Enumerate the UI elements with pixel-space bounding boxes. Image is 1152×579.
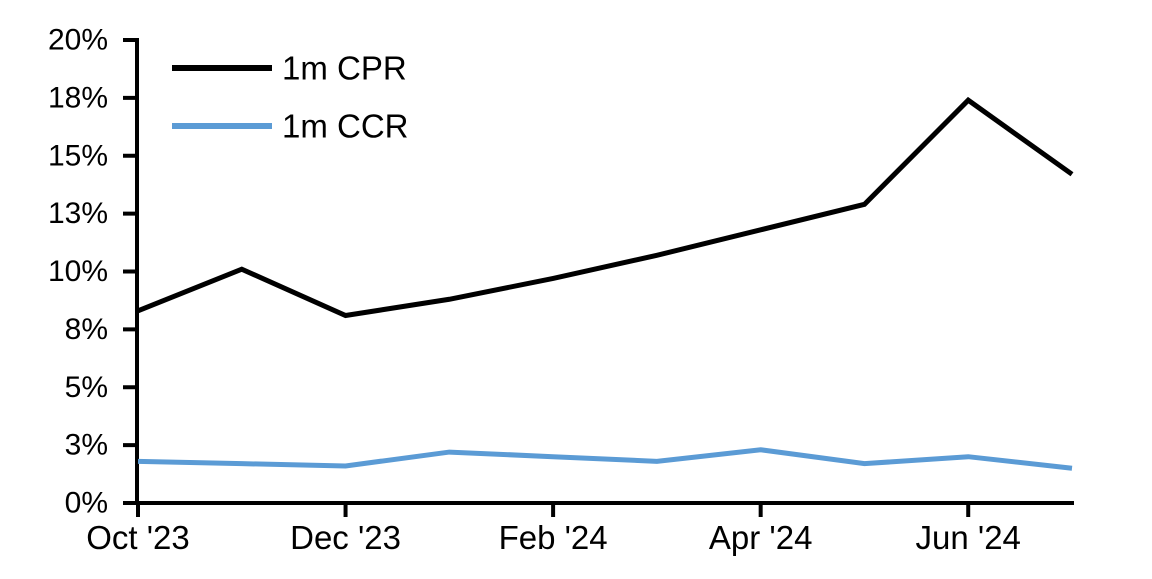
x-tick-label: Apr '24: [709, 519, 813, 556]
series-line-1m-cpr: [137, 96, 1074, 319]
y-tick-label: 15%: [48, 139, 108, 172]
legend-label: 1m CPR: [282, 50, 407, 87]
y-tick-label: 10%: [48, 255, 108, 288]
y-tick-label: 3%: [65, 429, 108, 462]
y-tick-label: 5%: [65, 371, 108, 404]
x-tick-label: Dec '23: [290, 519, 401, 556]
y-tick-label: 20%: [48, 24, 108, 57]
x-axis-ticks: Oct '23 Dec '23 Feb '24 Apr '24 Jun '24: [86, 503, 1021, 556]
data-series: [137, 96, 1074, 471]
y-tick-label: 8%: [65, 313, 108, 346]
chart-legend: 1m CPR 1m CCR: [172, 50, 409, 145]
y-axis-ticks: 0% 3% 5% 8% 10% 13% 15% 18% 20%: [48, 24, 137, 520]
y-tick-label: 13%: [48, 197, 108, 230]
legend-label: 1m CCR: [282, 108, 409, 145]
x-tick-label: Oct '23: [86, 519, 190, 556]
y-tick-label: 0%: [65, 487, 108, 520]
y-tick-label: 18%: [48, 81, 108, 114]
series-line-1m-ccr: [137, 447, 1073, 471]
axes: [135, 38, 1074, 505]
x-tick-label: Feb '24: [499, 519, 608, 556]
x-tick-label: Jun '24: [916, 519, 1021, 556]
